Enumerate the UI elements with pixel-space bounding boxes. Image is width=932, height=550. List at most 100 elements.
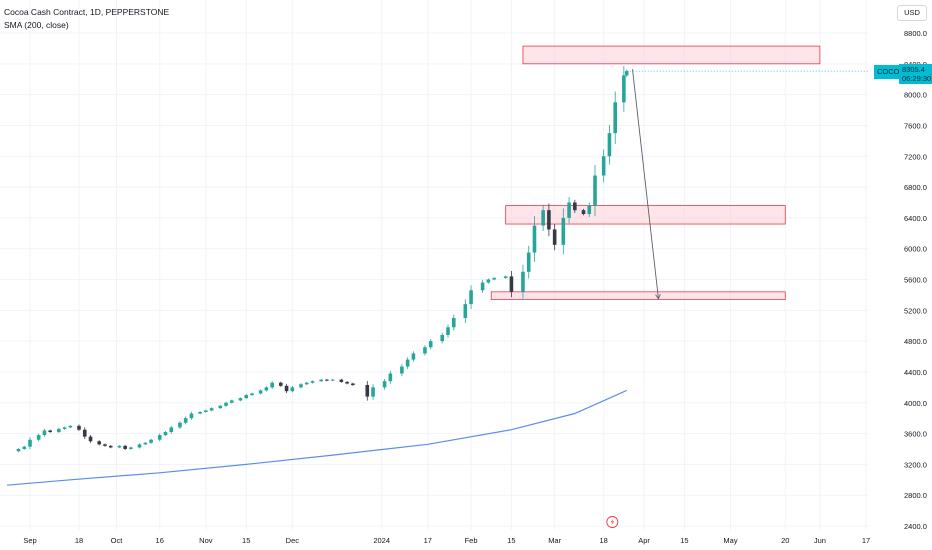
projection-arrow[interactable] (632, 69, 661, 300)
candle-body (587, 205, 592, 215)
candle (238, 397, 243, 402)
candle (325, 378, 329, 382)
candle-body (440, 334, 445, 342)
candle (97, 440, 101, 446)
candle-body (567, 202, 571, 218)
time-tick-label: May (723, 536, 737, 545)
price-tick-label: 8000.0 (904, 91, 927, 100)
candle (229, 399, 234, 404)
price-tick-label: 2400.0 (904, 522, 927, 531)
candle (129, 446, 133, 450)
candle (310, 380, 315, 384)
candle-body (103, 444, 107, 446)
candle (36, 433, 41, 442)
candle (469, 285, 473, 310)
candle-body (613, 102, 617, 134)
time-tick-label: 17 (424, 536, 432, 545)
price-tick-label: 3200.0 (904, 460, 927, 469)
candle (22, 445, 27, 450)
candle-body (169, 427, 174, 433)
candle (189, 411, 194, 420)
candle-body (400, 366, 404, 374)
time-tick-label: Dec (286, 536, 300, 545)
candle (149, 438, 153, 444)
candlesticks (16, 65, 868, 453)
price-tick-label: 5600.0 (904, 276, 927, 285)
price-tick-label: 5200.0 (904, 306, 927, 315)
candle (279, 381, 283, 387)
price-tick-label: 4800.0 (904, 337, 927, 346)
candle (57, 427, 61, 434)
bar-countdown: 06:29:30 (902, 74, 932, 83)
arrow-line[interactable] (632, 69, 659, 299)
candle-body (178, 422, 182, 428)
candle (601, 149, 606, 183)
currency-button[interactable]: USD (897, 5, 927, 21)
price-axis[interactable]: 2400.0 2800.0 3200.0 3600.0 4000.0 4400.0 4800… (868, 0, 932, 550)
candle (532, 216, 537, 262)
candle (117, 445, 122, 449)
event-icon[interactable] (606, 516, 619, 528)
candle-body (224, 402, 228, 406)
symbol-title[interactable]: Cocoa Cash Contract, 1D, PEPPERSTONE (4, 7, 170, 17)
candle (258, 389, 263, 395)
candle (486, 278, 491, 284)
candle-body (143, 442, 148, 445)
indicator-label[interactable]: SMA (200, close) (4, 20, 69, 30)
candle-body (189, 413, 194, 419)
zone-rect-3[interactable] (490, 291, 786, 300)
candle (428, 338, 433, 350)
lightning-glyph (610, 518, 615, 526)
candle (388, 370, 393, 384)
candle (209, 407, 214, 412)
candle-body (345, 381, 349, 384)
candle (587, 202, 592, 217)
time-tick-label: Apr (638, 536, 650, 545)
supply-demand-zones[interactable] (490, 45, 821, 300)
candle-body (77, 425, 81, 430)
time-tick-label: 15 (242, 536, 250, 545)
candle-body (521, 271, 525, 292)
candle (299, 383, 303, 389)
candle-body (16, 448, 21, 452)
candle-body (209, 408, 214, 411)
candle (492, 277, 496, 281)
time-axis[interactable]: Sep 18 Oct 16 Nov 15 Dec 2024 17 Feb 15 Mar 18 Apr 15 M… (0, 530, 932, 550)
candle-body (117, 445, 122, 448)
arrow-head[interactable] (655, 293, 661, 300)
candle (365, 380, 370, 401)
candle (62, 426, 67, 430)
candle-body (492, 277, 496, 280)
candle (224, 401, 228, 407)
price-tick-label: 7200.0 (904, 152, 927, 161)
time-axis-bg (0, 530, 932, 550)
candle (382, 379, 387, 390)
candle (480, 279, 485, 293)
candle-body (28, 439, 32, 447)
candle-body (57, 428, 61, 433)
candle (28, 437, 32, 450)
candle (581, 208, 586, 216)
candle (77, 424, 81, 432)
price-tick-label: 2800.0 (904, 491, 927, 500)
candle-body (552, 229, 557, 245)
candle-body (561, 217, 566, 245)
candle-body (428, 341, 433, 348)
candle (509, 271, 514, 298)
candle-body (88, 436, 93, 442)
time-tick-label: Mar (548, 536, 561, 545)
candle (440, 332, 445, 344)
candle-body (198, 411, 202, 414)
zone-rect-1[interactable] (522, 45, 821, 65)
candle (178, 421, 182, 430)
price-tick-label: 4400.0 (904, 368, 927, 377)
candle-body (451, 318, 456, 328)
candle (304, 381, 309, 386)
candle (137, 443, 142, 449)
candle-body (325, 379, 329, 381)
candle (541, 204, 545, 231)
candle-body (423, 347, 427, 354)
candle (446, 324, 450, 338)
time-tick-label: 18 (75, 536, 83, 545)
